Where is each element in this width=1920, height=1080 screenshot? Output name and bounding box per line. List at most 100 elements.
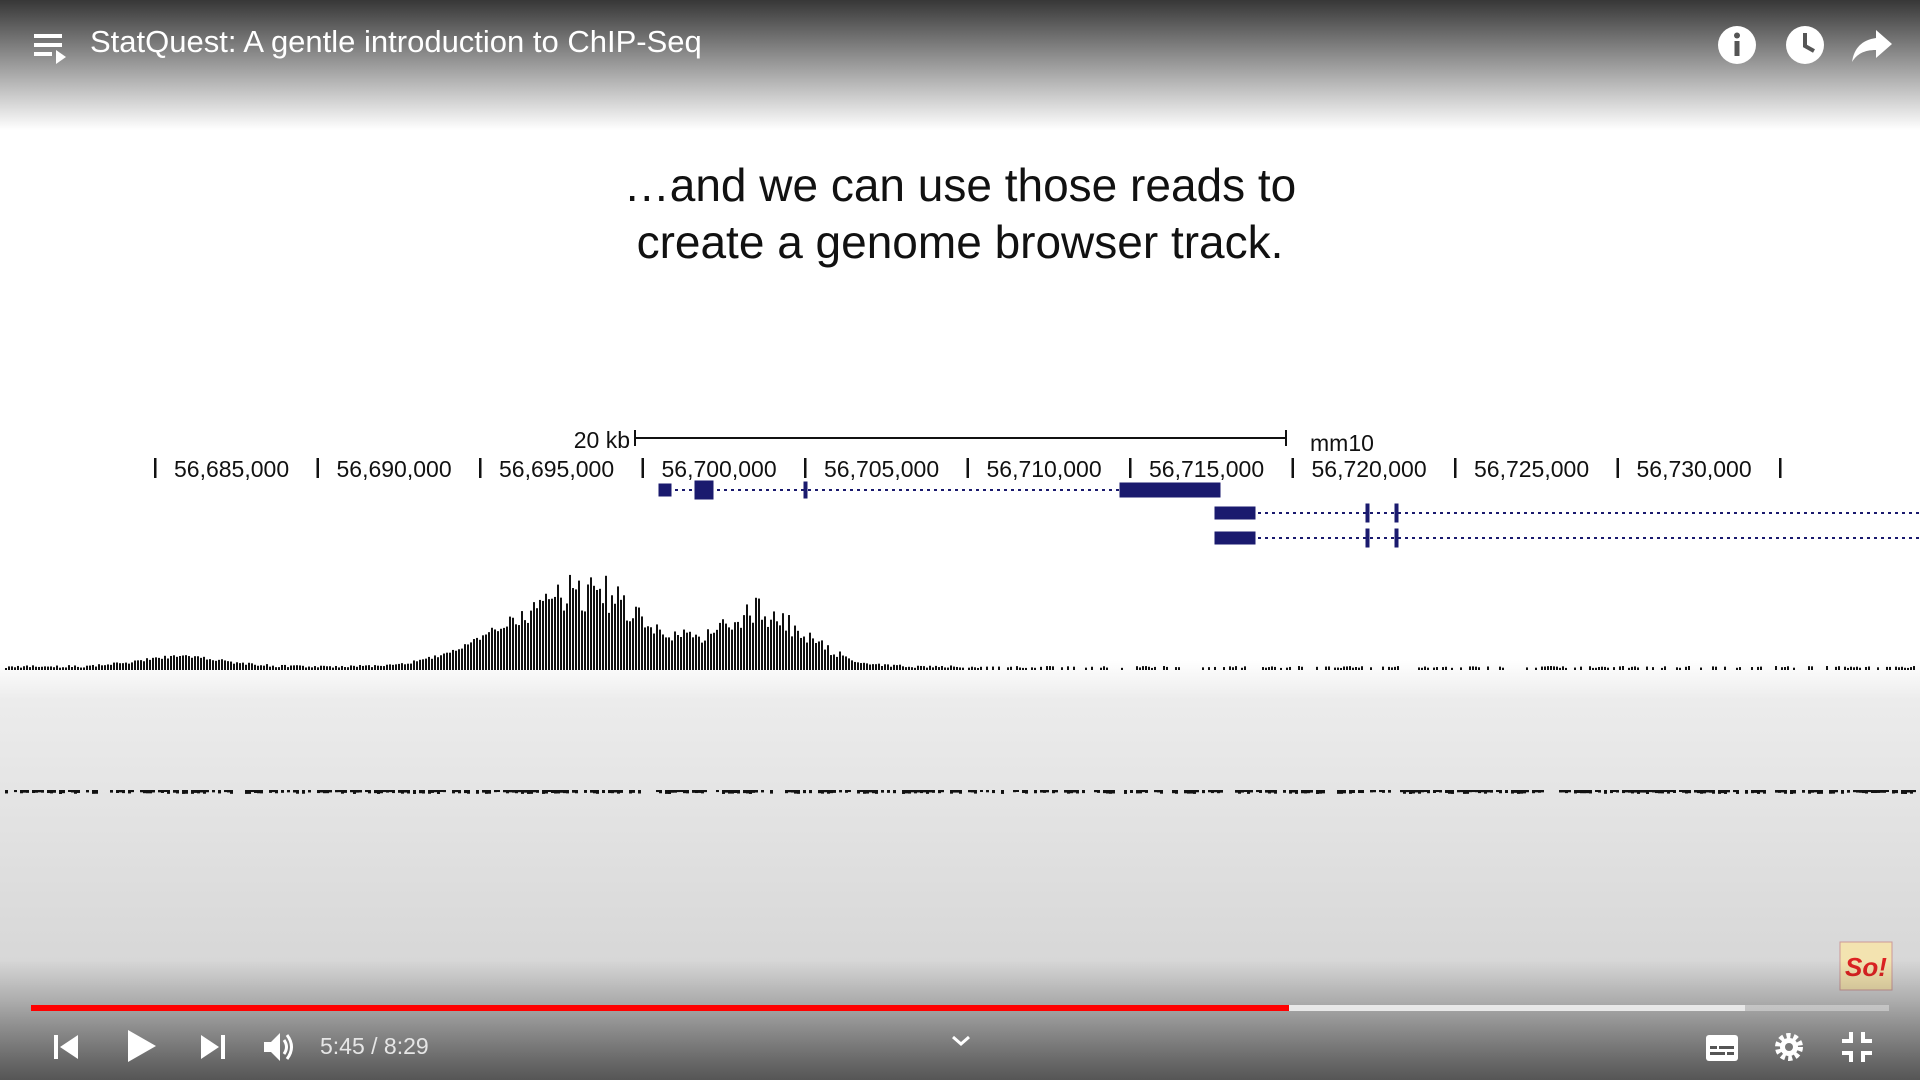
coverage-bar — [1469, 666, 1471, 670]
coverage-bar — [1646, 666, 1648, 670]
coverage-bar — [632, 790, 635, 793]
coordinate-label: 56,720,000 — [1312, 456, 1427, 482]
play-button[interactable] — [124, 1028, 158, 1064]
coverage-bar — [89, 665, 91, 670]
coverage-bar — [1436, 790, 1439, 793]
coverage-bar — [1106, 667, 1108, 670]
exit-fullscreen-button[interactable] — [1840, 1030, 1874, 1064]
coordinate-label: 56,710,000 — [987, 456, 1102, 482]
coverage-bar — [1184, 790, 1187, 794]
watch-later-button[interactable] — [1784, 24, 1826, 66]
coverage-bar — [551, 598, 553, 670]
coverage-bar — [1019, 667, 1021, 670]
coverage-bar — [308, 666, 310, 670]
coverage-bar — [38, 790, 41, 793]
coverage-bar — [455, 790, 458, 793]
coverage-bar — [1886, 790, 1889, 793]
coordinate-label: 56,690,000 — [337, 456, 452, 482]
next-button[interactable] — [198, 1032, 228, 1062]
coverage-bar — [1847, 790, 1850, 793]
coverage-bar — [1574, 667, 1576, 670]
coverage-bar — [287, 667, 289, 670]
coordinate-label: 56,700,000 — [662, 456, 777, 482]
coverage-bar — [248, 790, 251, 794]
top-gradient — [0, 0, 1920, 130]
coverage-bar — [1865, 790, 1868, 794]
coverage-bar — [638, 790, 641, 794]
coverage-bar — [392, 790, 395, 794]
coverage-bar — [752, 622, 754, 670]
genome-browser: 20 kb mm10 56,685,000 56,690,000 56,695,00… — [5, 427, 1920, 794]
coverage-bar — [875, 790, 878, 794]
progress-bar[interactable] — [31, 1005, 1889, 1011]
coverage-bar — [1697, 790, 1700, 794]
coverage-bar — [146, 790, 149, 794]
slide-caption: …and we can use those reads to — [623, 159, 1297, 211]
coverage-bar — [740, 627, 742, 670]
coverage-bar — [911, 790, 914, 793]
coverage-bar — [296, 790, 299, 794]
coverage-bar — [1679, 790, 1682, 793]
coverage-bar — [1532, 790, 1535, 794]
coverage-bar — [1688, 790, 1691, 794]
coverage-bar — [1040, 790, 1043, 793]
coverage-bar — [1349, 666, 1351, 670]
coverage-bar — [716, 629, 718, 670]
coverage-bar — [581, 610, 583, 670]
coverage-bar — [566, 790, 569, 794]
coverage-bar — [557, 790, 560, 794]
coverage-bar — [1679, 667, 1681, 670]
coverage-bar — [1844, 666, 1846, 670]
coverage-bar — [68, 665, 70, 670]
coverage-bar — [398, 790, 401, 793]
coverage-bar — [959, 790, 962, 794]
coverage-bar — [104, 665, 106, 670]
coverage-bar — [1685, 666, 1687, 670]
coverage-bar — [482, 635, 484, 670]
coverage-bar — [326, 666, 328, 670]
coverage-bar — [1439, 790, 1442, 793]
coverage-bar — [827, 645, 829, 670]
share-button[interactable] — [1850, 26, 1894, 66]
coverage-bar — [110, 790, 113, 793]
coverage-bar — [1130, 790, 1133, 793]
coverage-bar — [650, 627, 652, 670]
video-title[interactable]: StatQuest: A gentle introduction to ChIP… — [90, 24, 702, 59]
settings-button[interactable] — [1772, 1030, 1806, 1064]
coverage-bar — [500, 628, 502, 670]
coverage-bar — [632, 618, 634, 670]
coverage-bar — [1055, 790, 1058, 793]
chevron-button[interactable] — [950, 1034, 972, 1048]
coverage-bar — [1316, 790, 1319, 794]
coverage-bar — [1472, 790, 1475, 793]
coverage-bar — [302, 665, 304, 670]
coverage-bar — [1559, 667, 1561, 670]
playlist-button[interactable] — [32, 30, 72, 66]
coverage-bar — [1418, 790, 1421, 794]
coverage-bar — [566, 603, 568, 670]
volume-button[interactable] — [262, 1030, 296, 1064]
coverage-bar — [389, 790, 392, 793]
coverage-bar — [515, 624, 517, 670]
subtitles-button[interactable] — [1705, 1034, 1739, 1062]
coverage-bar — [227, 661, 229, 670]
coverage-bar — [683, 629, 685, 670]
coverage-bar — [461, 648, 463, 670]
coverage-bar — [1907, 667, 1909, 670]
coverage-bar — [467, 644, 469, 670]
coverage-bar — [1232, 667, 1234, 670]
info-button[interactable] — [1716, 24, 1758, 66]
coverage-bar — [92, 664, 94, 670]
coverage-bar — [725, 623, 727, 670]
coverage-bar — [602, 603, 604, 670]
coverage-bar — [1811, 666, 1813, 670]
coverage-bar — [914, 790, 917, 794]
coverage-bar — [884, 664, 886, 670]
coverage-bar — [1295, 790, 1298, 794]
coverage-bar — [986, 790, 989, 793]
coverage-bar — [1661, 790, 1664, 794]
coverage-bar — [431, 790, 434, 793]
previous-button[interactable] — [52, 1032, 82, 1062]
ruler-tick — [154, 458, 157, 478]
coverage-bar — [698, 636, 700, 670]
